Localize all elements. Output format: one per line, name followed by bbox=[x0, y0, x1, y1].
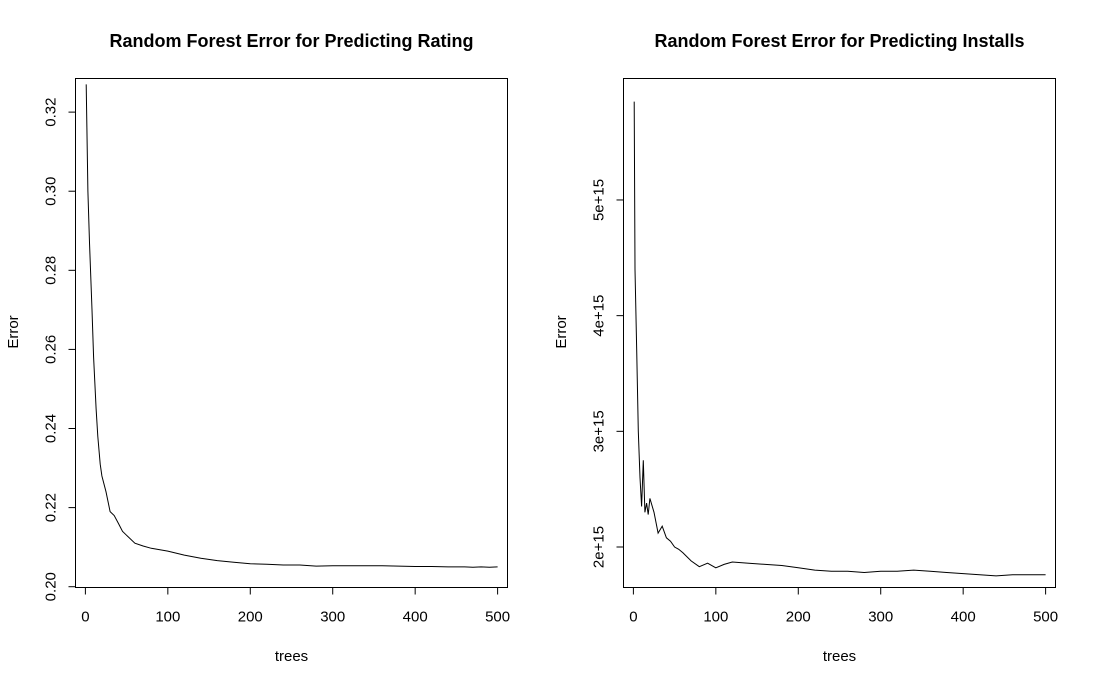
y-axis: 2e+15 3e+15 4e+15 5e+15 bbox=[591, 179, 624, 568]
x-tick-label: 200 bbox=[238, 609, 263, 626]
x-tick-label: 500 bbox=[485, 609, 510, 626]
x-tick-label: 100 bbox=[155, 609, 180, 626]
y-axis-label: Error bbox=[553, 315, 570, 348]
y-tick-label: 0.20 bbox=[43, 572, 60, 601]
y-tick-label: 3e+15 bbox=[591, 410, 608, 452]
x-axis: 0 100 200 300 400 500 bbox=[81, 587, 510, 626]
x-tick-label: 500 bbox=[1033, 609, 1058, 626]
x-tick-label: 0 bbox=[81, 609, 89, 626]
x-tick-label: 100 bbox=[703, 609, 728, 626]
x-axis-label: trees bbox=[275, 648, 308, 665]
x-tick-label: 200 bbox=[786, 609, 811, 626]
y-axis: 0.20 0.22 0.24 0.26 0.28 0.30 0.32 bbox=[43, 98, 76, 601]
y-tick-label: 4e+15 bbox=[591, 295, 608, 337]
x-tick-label: 300 bbox=[320, 609, 345, 626]
y-tick-label: 2e+15 bbox=[591, 526, 608, 568]
y-tick-label: 0.26 bbox=[43, 335, 60, 364]
plot-frame bbox=[623, 78, 1056, 588]
y-tick-label: 0.22 bbox=[43, 493, 60, 522]
y-tick-label: 0.24 bbox=[43, 414, 60, 443]
chart-installs: Random Forest Error for Predicting Insta… bbox=[553, 31, 1058, 665]
chart-rating: Random Forest Error for Predicting Ratin… bbox=[5, 31, 510, 665]
chart-title: Random Forest Error for Predicting Insta… bbox=[654, 31, 1024, 51]
x-axis: 0 100 200 300 400 500 bbox=[629, 587, 1058, 626]
plot-frame bbox=[75, 78, 508, 588]
series-layer bbox=[85, 84, 498, 568]
series-layer bbox=[633, 101, 1046, 577]
y-tick-label: 5e+15 bbox=[591, 179, 608, 221]
y-tick-label: 0.32 bbox=[43, 98, 60, 127]
error-series-line bbox=[633, 101, 1046, 577]
error-series-line bbox=[85, 84, 498, 568]
x-tick-label: 300 bbox=[868, 609, 893, 626]
y-axis-label: Error bbox=[5, 315, 22, 348]
x-tick-label: 400 bbox=[403, 609, 428, 626]
y-tick-label: 0.28 bbox=[43, 256, 60, 285]
x-tick-label: 400 bbox=[951, 609, 976, 626]
y-tick-label: 0.30 bbox=[43, 177, 60, 206]
chart-title: Random Forest Error for Predicting Ratin… bbox=[109, 31, 473, 51]
x-tick-label: 0 bbox=[629, 609, 637, 626]
x-axis-label: trees bbox=[823, 648, 856, 665]
